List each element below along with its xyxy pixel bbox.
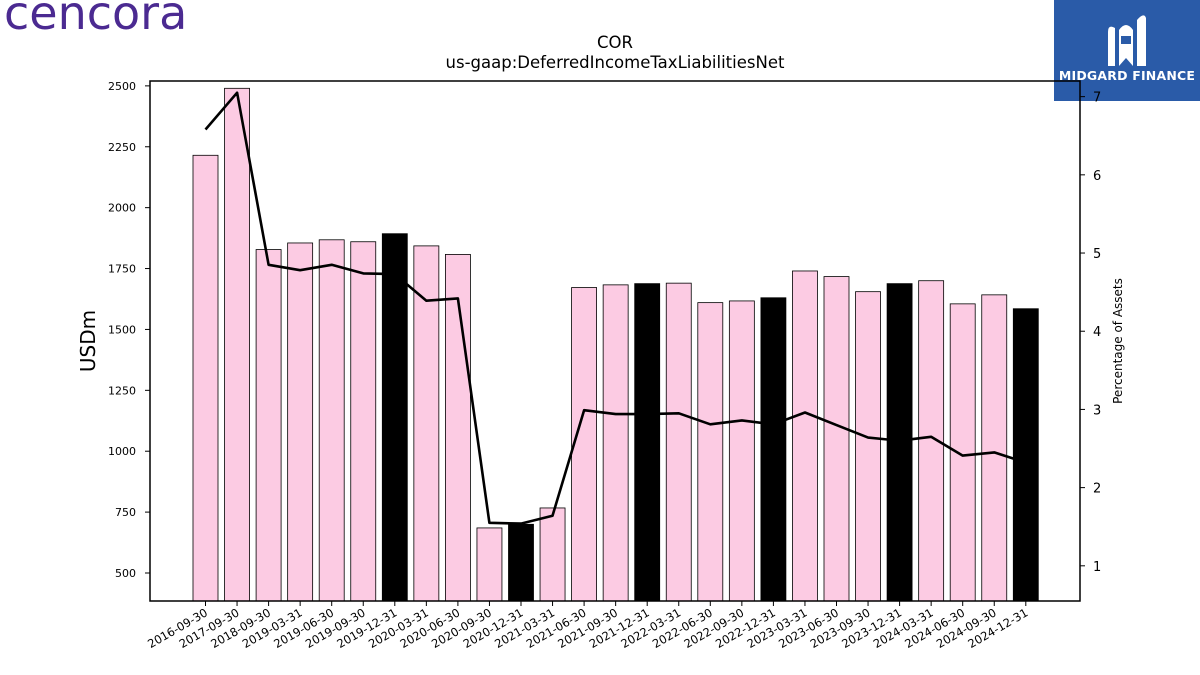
- y2-tick-label: 3: [1093, 403, 1101, 418]
- bar-2021-03-31: [539, 507, 566, 602]
- bar-2023-06-30: [823, 276, 850, 602]
- midgard-finance-label: MIDGARD FINANCE: [1058, 68, 1196, 83]
- y-tick-label: 1500: [108, 323, 136, 336]
- bar-2021-06-30: [571, 287, 597, 602]
- y-tick-label: 1750: [108, 263, 136, 276]
- bar-2024-12-31: [1012, 308, 1039, 602]
- pct-assets-line: [204, 91, 1027, 525]
- y2-tick-label: 5: [1093, 247, 1101, 262]
- midgard-m-logo-icon: [1108, 15, 1146, 67]
- bar-2019-09-30: [350, 241, 377, 602]
- y2-tick-label: 4: [1093, 325, 1101, 340]
- bar-2021-09-30: [602, 284, 629, 602]
- bar-2022-12-31: [760, 297, 787, 602]
- bar-2022-06-30: [697, 302, 724, 602]
- bar-2021-12-31: [634, 283, 661, 602]
- plot-frame: [149, 80, 1081, 602]
- y-tick-label: 1000: [108, 445, 136, 458]
- bar-2018-09-30: [255, 249, 282, 602]
- y-axis-label: USDm: [76, 310, 100, 372]
- bar-2020-09-30: [476, 527, 503, 602]
- y2-tick-label: 6: [1093, 169, 1101, 184]
- bar-2024-09-30: [981, 294, 1008, 602]
- bar-2017-09-30: [224, 87, 250, 602]
- bar-2023-09-30: [855, 291, 881, 602]
- y2-axis-label: Percentage of Assets: [1111, 278, 1125, 404]
- bar-2019-03-31: [287, 242, 314, 602]
- y2-tick-label: 7: [1093, 91, 1101, 106]
- bar-2020-03-31: [413, 245, 440, 602]
- bar-2024-06-30: [949, 303, 976, 602]
- bar-2022-09-30: [728, 300, 755, 602]
- y2-tick-label: 1: [1093, 560, 1101, 575]
- bar-2019-06-30: [318, 239, 345, 602]
- y-tick-label: 2000: [108, 202, 136, 215]
- bar-2020-12-31: [508, 523, 534, 602]
- y-tick-label: 500: [115, 567, 136, 580]
- y-tick-label: 2250: [108, 141, 136, 154]
- bar-series: [192, 87, 1039, 602]
- bar-2019-12-31: [381, 233, 408, 602]
- chart-title: COR: [597, 33, 633, 52]
- pct-assets-series: [204, 91, 1027, 525]
- bar-2023-12-31: [886, 283, 913, 602]
- bar-2023-03-31: [792, 270, 818, 602]
- bar-2022-03-31: [665, 282, 692, 602]
- cencora-logo: cencora: [4, 0, 188, 40]
- y2-tick-label: 2: [1093, 482, 1101, 497]
- y-tick-label: 2500: [108, 80, 136, 93]
- bar-2016-09-30: [192, 154, 219, 602]
- chart-subtitle: us-gaap:DeferredIncomeTaxLiabilitiesNet: [446, 53, 785, 72]
- midgard-finance-badge: MIDGARD FINANCE: [1054, 0, 1200, 101]
- y-tick-label: 1250: [108, 384, 136, 397]
- y-tick-label: 750: [115, 506, 136, 519]
